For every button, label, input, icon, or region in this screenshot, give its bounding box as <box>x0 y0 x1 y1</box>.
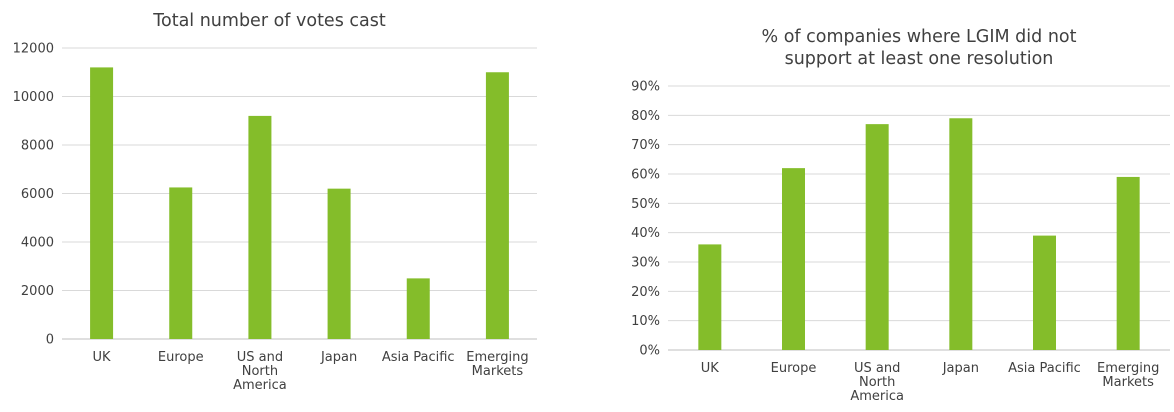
category-label: Asia Pacific <box>1008 361 1081 376</box>
companies-not-supported-chart-svg: % of companies where LGIM did notsupport… <box>631 27 1170 404</box>
category-label: US and North America <box>850 361 904 404</box>
y-tick-label: 90% <box>631 80 660 95</box>
category-label-line: Asia Pacific <box>1008 361 1081 376</box>
y-tick-label: 2000 <box>21 284 54 299</box>
category-label-line: US and <box>237 350 283 365</box>
category-label-line: Asia Pacific <box>382 350 455 365</box>
y-tick-label: 4000 <box>21 236 54 251</box>
category-label: Japan <box>942 361 979 376</box>
y-tick-label: 12000 <box>13 42 54 57</box>
category-label-line: Europe <box>771 361 817 376</box>
bar <box>169 187 193 339</box>
category-label: Asia Pacific <box>382 350 455 365</box>
bar <box>698 244 722 350</box>
category-label-line: UK <box>701 361 720 376</box>
bar <box>327 188 351 339</box>
bar <box>1033 235 1056 350</box>
category-label-line: Emerging <box>466 350 528 365</box>
category-label: UK <box>701 361 720 376</box>
y-tick-label: 40% <box>631 226 660 241</box>
category-label: Europe <box>158 350 204 365</box>
y-tick-label: 8000 <box>21 139 54 154</box>
category-label: Emerging Markets <box>1097 361 1159 390</box>
bar <box>1116 176 1140 350</box>
chart-title: Total number of votes cast <box>152 11 386 31</box>
y-tick-label: 60% <box>631 168 660 183</box>
companies-not-supported-chart: % of companies where LGIM did not support… <box>600 0 1174 412</box>
category-label-line: North <box>242 364 278 379</box>
category-label-line: America <box>233 378 287 393</box>
category-label-line: US and <box>854 361 900 376</box>
votes-cast-chart-svg: Total number of votes cast 0 2000 4000 6000 8… <box>13 11 537 393</box>
bar <box>949 118 973 351</box>
category-label-line: America <box>850 389 904 404</box>
y-tick-label: 20% <box>631 285 660 300</box>
category-label-line: Markets <box>472 364 524 379</box>
chart-title: support at least one resolution <box>785 49 1054 69</box>
y-tick-label: 80% <box>631 109 660 124</box>
bar <box>406 278 430 339</box>
bar <box>485 72 509 339</box>
y-tick-label: 70% <box>631 138 660 153</box>
category-label: US and North America <box>233 350 287 393</box>
chart-title: % of companies where LGIM did not <box>762 27 1077 47</box>
category-label: Japan <box>320 350 357 365</box>
bar <box>865 124 889 350</box>
y-tick-label: 6000 <box>21 187 54 202</box>
category-label-line: Emerging <box>1097 361 1159 376</box>
bar <box>782 168 805 350</box>
category-label: Emerging Markets <box>466 350 528 379</box>
y-tick-label: 0 <box>46 333 54 348</box>
category-label-line: North <box>859 375 895 390</box>
category-label: Europe <box>771 361 817 376</box>
y-tick-label: 0% <box>639 344 660 359</box>
bar <box>90 67 114 340</box>
y-tick-label: 50% <box>631 197 660 212</box>
category-label-line: Europe <box>158 350 204 365</box>
y-tick-label: 10% <box>631 314 660 329</box>
y-tick-label: 30% <box>631 256 660 271</box>
bar <box>248 115 272 340</box>
category-label-line: Japan <box>942 361 979 376</box>
votes-cast-chart: Total number of votes cast 0 2000 4000 6000 8… <box>0 0 560 412</box>
y-tick-label: 10000 <box>13 90 54 105</box>
category-label-line: UK <box>93 350 112 365</box>
category-label: UK <box>93 350 112 365</box>
category-label-line: Japan <box>320 350 357 365</box>
category-label-line: Markets <box>1102 375 1154 390</box>
